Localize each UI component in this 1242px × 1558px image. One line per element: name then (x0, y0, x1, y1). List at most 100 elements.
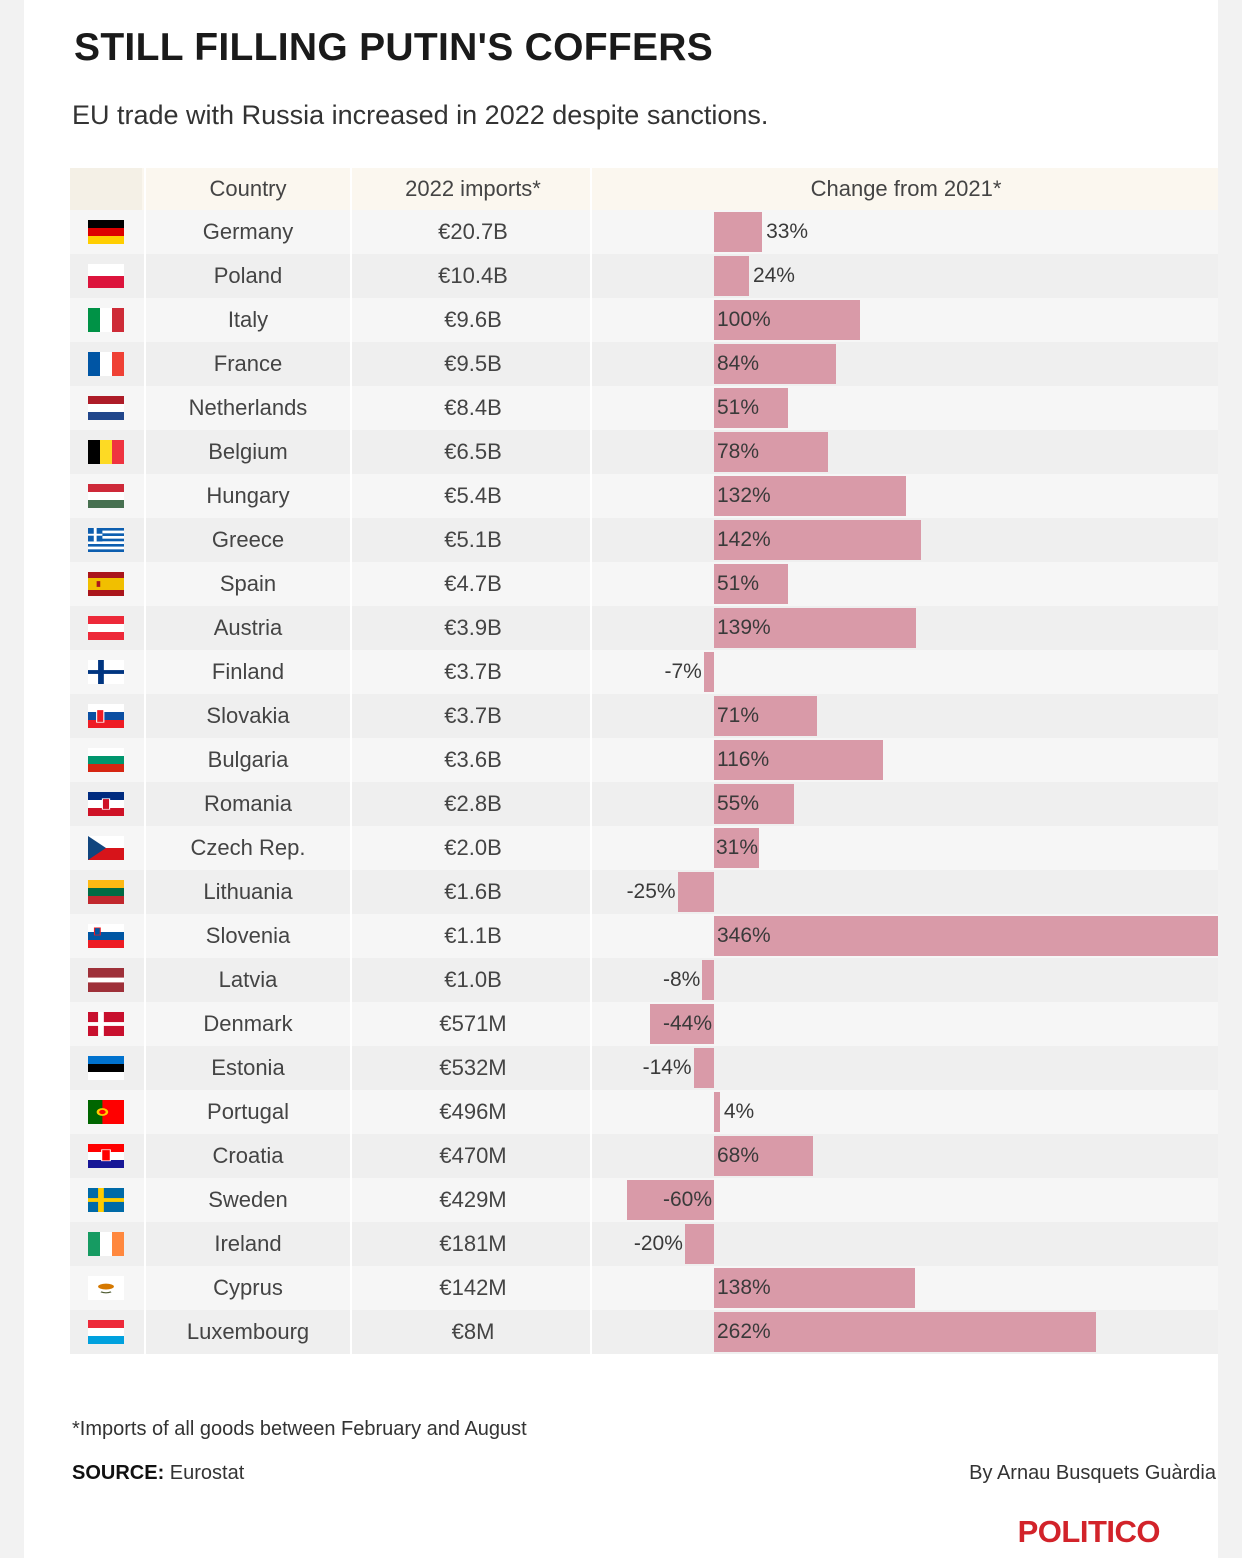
country-cell: Cyprus (144, 1266, 352, 1310)
table-row: France €9.5B 84% (70, 342, 1218, 386)
table-body: Germany €20.7B 33% Poland €10.4B 24% Italy €9.6… (70, 210, 1218, 1354)
flag-cell (70, 386, 142, 430)
chart-subtitle: EU trade with Russia increased in 2022 d… (72, 100, 769, 130)
imports-cell: €20.7B (356, 210, 592, 254)
country-cell: Portugal (144, 1090, 352, 1134)
flag-cell (70, 298, 142, 342)
change-cell: -60% (594, 1178, 1218, 1222)
table-row: Italy €9.6B 100% (70, 298, 1218, 342)
country-cell: Austria (144, 606, 352, 650)
change-bar (714, 916, 1218, 956)
table-row: Hungary €5.4B 132% (70, 474, 1218, 518)
spain-flag-icon (88, 572, 124, 596)
change-label: 138% (717, 1276, 771, 1299)
table-row: Estonia €532M -14% (70, 1046, 1218, 1090)
source-value: Eurostat (169, 1462, 245, 1484)
change-label: 24% (752, 264, 795, 287)
change-label: 78% (717, 440, 760, 463)
portugal-flag-icon (88, 1100, 124, 1124)
change-cell: -7% (594, 650, 1218, 694)
country-cell: Latvia (144, 958, 352, 1002)
denmark-flag-icon (88, 1012, 124, 1036)
change-bar (714, 212, 763, 252)
change-cell: -20% (594, 1222, 1218, 1266)
change-bar (714, 1136, 814, 1176)
politico-logo: POLITICO (1017, 1514, 1161, 1549)
change-label: 4% (723, 1100, 755, 1123)
country-cell: Romania (144, 782, 352, 826)
imports-cell: €9.6B (356, 298, 592, 342)
change-bar (714, 564, 789, 604)
change-bar (714, 344, 837, 384)
country-cell: Finland (144, 650, 352, 694)
change-cell: 116% (594, 738, 1218, 782)
flag-cell (70, 254, 142, 298)
change-label: 346% (717, 924, 771, 947)
flag-cell (70, 1002, 142, 1046)
table-row: Slovenia €1.1B 346% (70, 914, 1218, 958)
change-label: 51% (717, 572, 760, 595)
change-label: 71% (717, 704, 760, 727)
cyprus-flag-icon (88, 1276, 124, 1300)
imports-cell: €496M (356, 1090, 592, 1134)
ireland-flag-icon (88, 1232, 124, 1256)
imports-cell: €8M (356, 1310, 592, 1354)
romania-flag-icon (88, 792, 124, 816)
country-cell: Slovenia (144, 914, 352, 958)
change-label: 100% (717, 308, 771, 331)
slovenia-flag-icon (88, 924, 124, 948)
lithuania-flag-icon (88, 880, 124, 904)
change-bar (702, 960, 714, 1000)
table-row: Czech Rep. €2.0B 31% (70, 826, 1218, 870)
table-header: Country 2022 imports* Change from 2021* (70, 168, 1218, 210)
footnote: *Imports of all goods between February a… (72, 1418, 527, 1440)
change-cell: 24% (594, 254, 1218, 298)
change-cell: -44% (594, 1002, 1218, 1046)
imports-cell: €6.5B (356, 430, 592, 474)
change-cell: -14% (594, 1046, 1218, 1090)
croatia-flag-icon (88, 1144, 124, 1168)
bulgaria-flag-icon (88, 748, 124, 772)
estonia-flag-icon (88, 1056, 124, 1080)
country-cell: Spain (144, 562, 352, 606)
imports-cell: €3.9B (356, 606, 592, 650)
country-cell: Poland (144, 254, 352, 298)
country-cell: Greece (144, 518, 352, 562)
table-row: Luxembourg €8M 262% (70, 1310, 1218, 1354)
country-cell: Italy (144, 298, 352, 342)
change-bar (649, 1004, 714, 1044)
country-cell: Czech Rep. (144, 826, 352, 870)
imports-cell: €5.4B (356, 474, 592, 518)
change-bar (684, 1224, 714, 1264)
change-bar (714, 300, 860, 340)
country-cell: France (144, 342, 352, 386)
table-row: Austria €3.9B 139% (70, 606, 1218, 650)
table-row: Germany €20.7B 33% (70, 210, 1218, 254)
imports-cell: €1.0B (356, 958, 592, 1002)
flag-cell (70, 430, 142, 474)
table-row: Cyprus €142M 138% (70, 1266, 1218, 1310)
change-cell: 33% (594, 210, 1218, 254)
change-label: 68% (717, 1144, 760, 1167)
change-label: 55% (717, 792, 760, 815)
change-bar (714, 476, 907, 516)
change-bar (714, 696, 818, 736)
change-bar (677, 872, 714, 912)
change-cell: 139% (594, 606, 1218, 650)
poland-flag-icon (88, 264, 124, 288)
flag-cell (70, 606, 142, 650)
change-bar (714, 608, 917, 648)
table-row: Sweden €429M -60% (70, 1178, 1218, 1222)
austria-flag-icon (88, 616, 124, 640)
table-row: Romania €2.8B 55% (70, 782, 1218, 826)
imports-cell: €1.6B (356, 870, 592, 914)
country-cell: Sweden (144, 1178, 352, 1222)
change-bar (714, 740, 883, 780)
imports-cell: €532M (356, 1046, 592, 1090)
country-cell: Germany (144, 210, 352, 254)
belgium-flag-icon (88, 440, 124, 464)
france-flag-icon (88, 352, 124, 376)
country-cell: Hungary (144, 474, 352, 518)
change-bar (714, 432, 828, 472)
table-row: Latvia €1.0B -8% (70, 958, 1218, 1002)
